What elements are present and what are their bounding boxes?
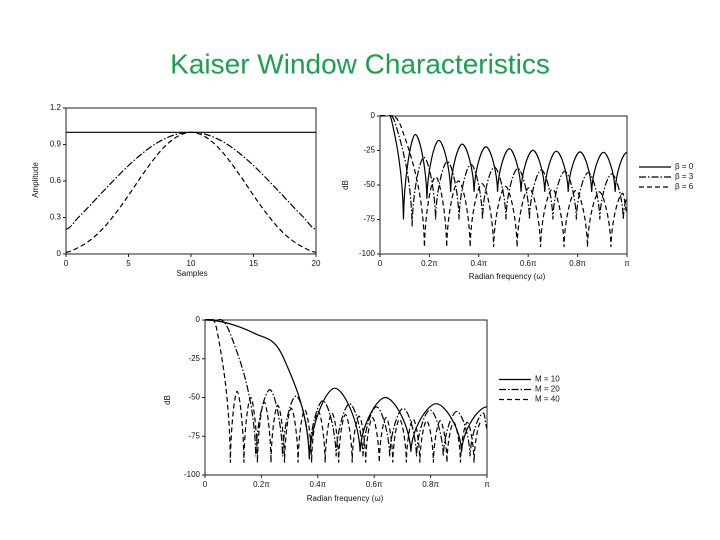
legend-label: M = 40 [535,395,560,404]
x-axis-label: Radian frequency (ω) [469,272,546,281]
y-tick-label: -100 [184,470,201,479]
x-tick-label: 10 [187,259,196,268]
x-tick-label: π [484,480,490,489]
y-tick-label: 0 [196,315,201,324]
x-tick-label: 15 [249,259,258,268]
series-line [66,131,316,230]
x-tick-label: 20 [312,259,321,268]
legend-label: β = 3 [675,172,694,181]
x-tick-label: 0.6π [366,480,383,489]
x-tick-label: 0.4π [470,259,487,268]
y-tick-label: 0 [57,249,62,258]
series-line [205,319,487,457]
y-tick-label: 0.3 [50,213,62,222]
x-tick-label: 5 [126,259,131,268]
chart-0: 0 0.3 0.6 0.9 1.2 0 5 10 15 20 Samples Amplitude [31,103,321,278]
x-tick-label: π [624,259,630,268]
y-tick-label: -25 [363,146,375,155]
y-tick-label: 0.9 [50,140,62,149]
series-line [66,131,316,253]
legend-label: β = 6 [675,182,694,191]
series-line [380,115,627,248]
x-tick-label: 0.6π [520,259,537,268]
y-tick-label: -75 [188,431,200,440]
y-axis-label: dB [163,395,172,405]
legend-label: β = 0 [675,162,694,171]
x-tick-label: 0.2π [421,259,438,268]
y-tick-label: -50 [363,180,375,189]
legend-label: M = 10 [535,375,560,384]
x-tick-label: 0.4π [309,480,326,489]
x-axis-label: Radian frequency (ω) [307,494,384,503]
x-tick-label: 0.8π [569,259,586,268]
x-tick-label: 0 [378,259,383,268]
x-tick-label: 0 [203,480,208,489]
y-tick-label: -50 [188,393,200,402]
y-tick-label: -100 [359,249,376,258]
slide-title: Kaiser Window Characteristics [170,48,550,79]
y-tick-label: -75 [363,215,375,224]
x-axis-label: Samples [176,269,207,278]
series-line [205,319,487,460]
x-tick-label: 0.8π [422,480,439,489]
y-tick-label: 0 [371,111,376,120]
series-line [380,115,627,227]
x-tick-label: 0 [64,259,69,268]
y-tick-label: -25 [188,354,200,363]
series-line [205,319,482,463]
y-axis-label: Amplitude [31,162,40,198]
x-tick-label: 0.2π [253,480,270,489]
y-tick-label: 0.6 [50,176,62,185]
y-tick-label: 1.2 [50,103,62,112]
legend-label: M = 20 [535,385,560,394]
y-axis-label: dB [341,180,350,190]
series-line [380,115,627,220]
